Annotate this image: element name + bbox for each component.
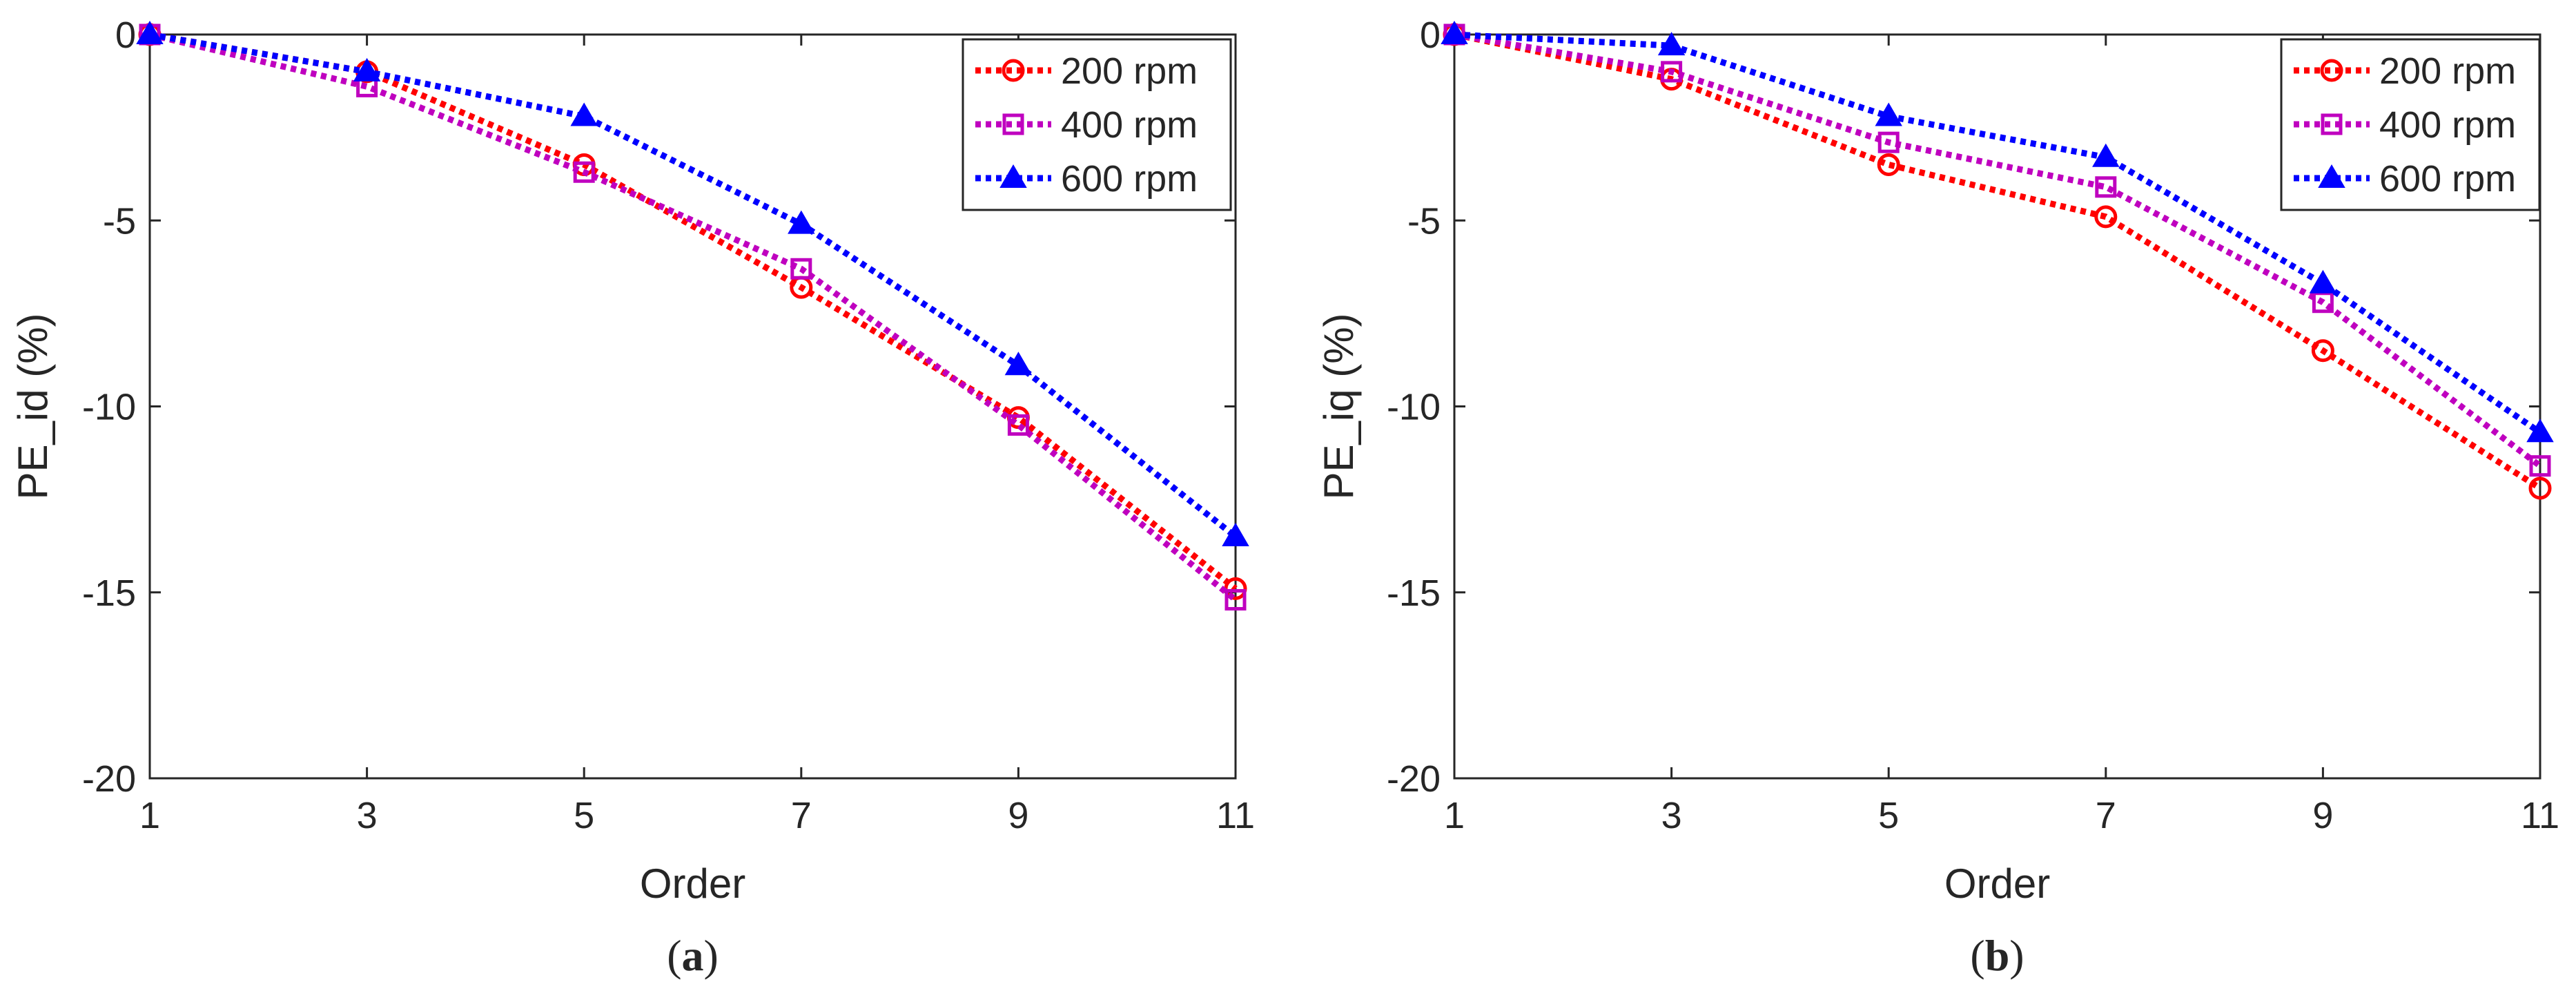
y-tick-label: -20 <box>82 758 136 800</box>
legend-marker <box>999 164 1027 188</box>
y-tick-label: -10 <box>1387 387 1441 428</box>
panel-label-letter: b <box>1985 931 2010 980</box>
data-point <box>136 21 164 44</box>
x-tick-label: 11 <box>2521 795 2559 836</box>
y-tick-label: -15 <box>1387 573 1441 614</box>
series-line <box>149 31 1238 591</box>
y-axis-label: PE_iq (%) <box>1316 313 1362 499</box>
y-tick-label: -5 <box>1407 200 1441 242</box>
data-point <box>573 161 595 183</box>
series-line <box>1454 31 2542 469</box>
y-tick-label: -20 <box>1387 758 1441 800</box>
panel-label: (b) <box>1970 931 2024 980</box>
data-point <box>1657 32 1686 56</box>
data-point <box>1224 589 1247 611</box>
series-line <box>1454 31 2542 491</box>
data-point <box>1441 21 1468 44</box>
y-tick-label: -15 <box>82 573 136 614</box>
data-point <box>570 102 598 126</box>
legend-label: 400 rpm <box>1061 104 1198 146</box>
y-tick-label: -10 <box>82 387 136 428</box>
series-2 <box>136 21 1249 546</box>
y-axis-label: PE_id (%) <box>10 313 56 499</box>
data-point <box>788 210 815 234</box>
data-point <box>2311 339 2334 363</box>
series-line <box>149 31 1238 539</box>
x-tick-label: 1 <box>139 795 160 836</box>
panel-label: (a) <box>667 931 719 980</box>
data-point <box>2529 455 2551 477</box>
chart-panel-a: 1 3 5 7 9 11 0 -5 -10 -15 -20 Order PE_id (%) (a) 200 … <box>10 15 1255 980</box>
data-point <box>1875 102 1902 126</box>
x-tick-label: 3 <box>1661 795 1682 836</box>
x-tick-label: 7 <box>791 795 812 836</box>
data-point <box>1877 131 1900 153</box>
panel-label-letter: a <box>682 931 704 980</box>
legend: 200 rpm 400 rpm 600 rpm <box>962 38 1232 211</box>
data-point <box>2095 176 2117 198</box>
data-point <box>1222 522 1249 546</box>
legend-marker <box>1002 59 1025 82</box>
legend-label: 400 rpm <box>2379 104 2516 146</box>
x-tick-label: 9 <box>2312 795 2333 836</box>
y-tick-label: 0 <box>1420 15 1441 56</box>
x-axis-label: Order <box>1944 860 2050 907</box>
x-tick-label: 9 <box>1008 795 1028 836</box>
legend-label: 600 rpm <box>2379 158 2516 200</box>
x-tick-label: 1 <box>1444 795 1465 836</box>
x-tick-label: 11 <box>1216 795 1255 836</box>
legend-marker <box>1002 113 1024 135</box>
x-axis-label: Order <box>640 860 745 907</box>
legend-label: 200 rpm <box>1061 50 1198 92</box>
series-line <box>1454 31 2542 435</box>
legend-marker <box>2320 59 2343 82</box>
data-point <box>1877 153 1900 176</box>
data-point <box>2092 143 2120 167</box>
y-tick-label: -5 <box>103 200 136 242</box>
x-tick-label: 5 <box>1878 795 1899 836</box>
legend-label: 200 rpm <box>2379 50 2516 92</box>
legend-marker <box>2318 164 2345 188</box>
chart-panel-b: 1 3 5 7 9 11 0 -5 -10 -15 -20 Order PE_iq (%) (b) 200 … <box>1316 15 2559 980</box>
data-point <box>2094 205 2118 229</box>
x-tick-label: 7 <box>2096 795 2116 836</box>
y-tick-label: 0 <box>115 15 136 56</box>
data-point <box>790 258 812 280</box>
x-tick-label: 3 <box>357 795 378 836</box>
legend-label: 600 rpm <box>1061 158 1198 200</box>
data-point <box>2528 477 2552 500</box>
data-point <box>1007 414 1029 436</box>
legend-marker <box>2321 113 2343 135</box>
data-point <box>2309 269 2337 294</box>
data-point <box>2526 418 2554 443</box>
x-tick-label: 5 <box>574 795 594 836</box>
data-point <box>353 57 381 81</box>
data-point <box>1004 352 1033 376</box>
legend: 200 rpm 400 rpm 600 rpm <box>2280 38 2541 211</box>
data-point <box>1661 61 1683 83</box>
series-2 <box>1441 21 2554 443</box>
series-line <box>148 31 1238 603</box>
